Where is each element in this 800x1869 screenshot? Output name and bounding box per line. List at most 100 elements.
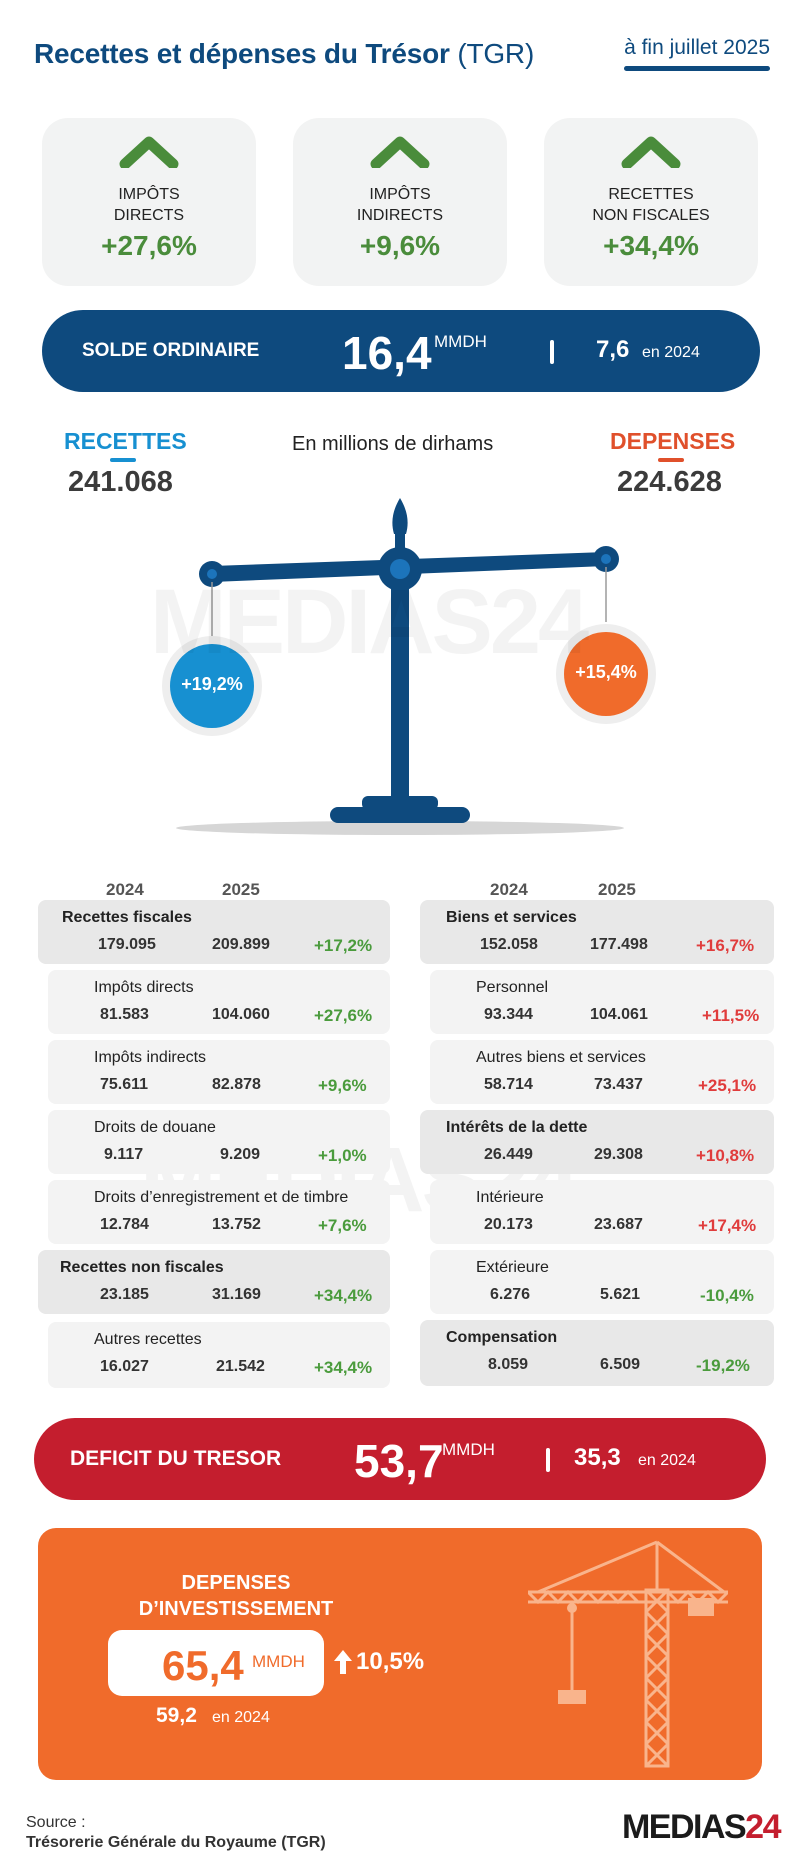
row-value-2024: 8.059 — [488, 1356, 529, 1373]
row-value-2025: 5.621 — [600, 1286, 641, 1303]
table-row-droits-enregistrement: Droits d’enregistrement et de timbre 12.… — [48, 1180, 390, 1244]
invest-unit: MMDH — [252, 1652, 305, 1671]
row-change: +17,4% — [698, 1216, 757, 1235]
row-name: Recettes fiscales — [62, 909, 192, 926]
kpi-label: RECETTES NON FISCALES — [592, 186, 710, 224]
chevron-up-icon — [119, 136, 179, 168]
table-row-interets-de-la-dette: Intérêts de la dette 26.449 29.308 +10,8… — [420, 1110, 774, 1174]
row-name: Extérieure — [476, 1259, 549, 1276]
kpi-card-impots-indirects: IMPÔTS INDIRECTS +9,6% — [293, 118, 507, 286]
row-change: +17,2% — [314, 936, 373, 955]
solde-prev-value: 7,6 — [596, 336, 630, 363]
row-value-2025: 104.061 — [590, 1006, 648, 1023]
kpi-card-impots-directs: IMPÔTS DIRECTS +27,6% — [42, 118, 256, 286]
row-value-2024: 12.784 — [100, 1216, 149, 1233]
kpi-label: IMPÔTS DIRECTS — [113, 186, 185, 224]
kpi-value: +34,4% — [603, 230, 699, 261]
recettes-year-2024: 2024 — [106, 880, 144, 899]
row-name: Biens et services — [446, 909, 577, 926]
row-name: Autres biens et services — [476, 1049, 646, 1066]
table-row-droits-de-douane: Droits de douane 9.117 9.209 +1,0% — [48, 1110, 390, 1174]
row-name: Droits de douane — [94, 1119, 216, 1136]
kpi-value: +9,6% — [359, 230, 441, 261]
row-value-2024: 179.095 — [98, 936, 156, 953]
row-value-2025: 13.752 — [212, 1216, 261, 1233]
invest-label: DEPENSES D’INVESTISSEMENT — [138, 1572, 334, 1620]
table-row-impots-directs: Impôts directs 81.583 104.060 +27,6% — [48, 970, 390, 1034]
unit-note: En millions de dirhams — [292, 433, 494, 455]
divider — [546, 1448, 550, 1472]
solde-unit: MMDH — [434, 332, 487, 351]
period-underline — [624, 66, 770, 71]
recettes-heading: RECETTES — [64, 428, 187, 454]
row-value-2025: 29.308 — [594, 1146, 643, 1163]
kpi-label: IMPÔTS INDIRECTS — [356, 186, 444, 224]
medias24-logo: MEDIAS24 — [621, 1808, 782, 1846]
row-name: Autres recettes — [94, 1331, 202, 1348]
recettes-total: 241.068 — [68, 466, 173, 498]
row-name: Personnel — [476, 979, 549, 996]
row-change: -19,2% — [696, 1356, 750, 1375]
row-change: +1,0% — [318, 1146, 367, 1165]
row-value-2024: 81.583 — [100, 1006, 149, 1023]
table-row-personnel: Personnel 93.344 104.061 +11,5% — [430, 970, 774, 1034]
invest-prev-value: 59,2 — [156, 1704, 197, 1727]
table-row-biens-et-services: Biens et services 152.058 177.498 +16,7% — [420, 900, 774, 964]
recettes-underline — [110, 458, 136, 462]
row-value-2024: 93.344 — [484, 1006, 533, 1023]
row-value-2025: 9.209 — [220, 1146, 261, 1163]
row-value-2025: 209.899 — [212, 936, 270, 953]
row-change: +11,5% — [702, 1006, 760, 1025]
depenses-total: 224.628 — [617, 466, 722, 498]
table-row-recettes-non-fiscales: Recettes non fiscales 23.185 31.169 +34,… — [38, 1250, 390, 1314]
solde-value: 16,4 — [342, 327, 432, 379]
row-value-2025: 104.060 — [212, 1006, 270, 1023]
divider — [550, 340, 554, 364]
depenses-investissement-panel: DEPENSES D’INVESTISSEMENT 65,4 MMDH 10,5%… — [38, 1528, 762, 1780]
source-label: Source : — [26, 1814, 86, 1831]
row-name: Impôts indirects — [94, 1049, 207, 1066]
row-value-2024: 58.714 — [484, 1076, 533, 1093]
row-change: +25,1% — [698, 1076, 757, 1095]
row-value-2024: 20.173 — [484, 1216, 533, 1233]
source-value: Trésorerie Générale du Royaume (TGR) — [26, 1834, 326, 1851]
recettes-growth-bubble: +19,2% — [181, 674, 243, 694]
deficit-unit: MMDH — [442, 1440, 495, 1459]
row-change: +10,8% — [696, 1146, 755, 1165]
watermark: MEDIAS24 — [150, 570, 589, 675]
row-change: +27,6% — [314, 1006, 373, 1025]
invest-value: 65,4 — [162, 1642, 244, 1689]
row-name: Compensation — [446, 1329, 558, 1346]
row-value-2024: 9.117 — [104, 1146, 144, 1163]
row-change: +7,6% — [318, 1216, 367, 1235]
chevron-up-icon — [370, 136, 430, 168]
table-row-recettes-fiscales: Recettes fiscales 179.095 209.899 +17,2% — [38, 900, 390, 964]
table-row-autres-biens-et-services: Autres biens et services 58.714 73.437 +… — [430, 1040, 774, 1104]
title-suffix: (TGR) — [457, 38, 535, 69]
deficit-prev-value: 35,3 — [574, 1444, 621, 1471]
deficit-du-tresor-band: DEFICIT DU TRESOR 53,7 MMDH 35,3 en 2024 — [34, 1418, 766, 1500]
title-main: Recettes et dépenses du Trésor — [34, 38, 450, 69]
recettes-year-2025: 2025 — [222, 880, 260, 899]
deficit-label: DEFICIT DU TRESOR — [70, 1447, 282, 1470]
row-value-2024: 6.276 — [490, 1286, 531, 1303]
row-change: +34,4% — [314, 1286, 373, 1305]
row-value-2024: 23.185 — [100, 1286, 149, 1303]
row-value-2025: 21.542 — [216, 1358, 265, 1375]
chevron-up-icon — [621, 136, 681, 168]
table-row-compensation: Compensation 8.059 6.509 -19,2% — [420, 1320, 774, 1386]
solde-ordinaire-band: SOLDE ORDINAIRE 16,4 MMDH 7,6 en 2024 — [42, 310, 760, 392]
row-change: +9,6% — [318, 1076, 367, 1095]
row-name: Intérieure — [476, 1189, 544, 1206]
row-value-2024: 152.058 — [480, 936, 538, 953]
solde-label: SOLDE ORDINAIRE — [82, 340, 260, 361]
depenses-year-2024: 2024 — [490, 880, 528, 899]
crane-icon — [528, 1540, 728, 1768]
invest-value-pill — [108, 1630, 324, 1696]
deficit-value: 53,7 — [354, 1435, 444, 1487]
row-change: -10,4% — [700, 1286, 754, 1305]
row-change: +16,7% — [696, 936, 755, 955]
row-name: Droits d’enregistrement et de timbre — [94, 1189, 349, 1206]
period-label: à fin juillet 2025 — [624, 36, 770, 59]
row-value-2025: 6.509 — [600, 1356, 641, 1373]
